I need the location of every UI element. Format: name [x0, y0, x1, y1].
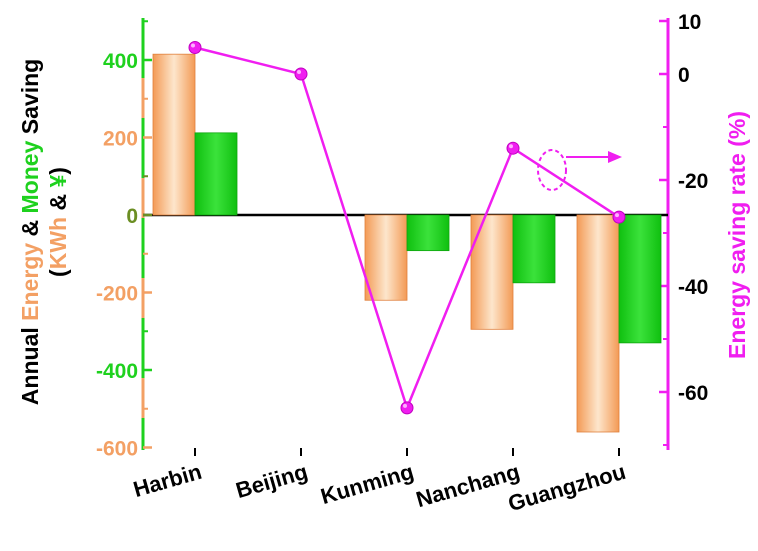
- category-label: Beijing: [233, 459, 310, 503]
- left-tick-label: 200: [103, 128, 138, 151]
- left-tick-label: 400: [103, 50, 138, 73]
- rate-point: [506, 141, 520, 155]
- left-axis-label-units: (KWh & ¥): [45, 167, 71, 277]
- money-bar: [512, 214, 556, 284]
- rate-point-highlight: [615, 213, 619, 218]
- rate-point-highlight: [191, 43, 195, 48]
- right-axis-ticks: -60 -40 -20 0 10: [659, 11, 708, 446]
- category-label: Nanchang: [413, 459, 522, 512]
- right-tick-label: 0: [678, 64, 690, 87]
- right-tick-label: 10: [678, 11, 701, 34]
- category-label: Kunming: [318, 459, 417, 509]
- rate-point: [294, 67, 308, 81]
- money-bar: [406, 214, 450, 252]
- money-bar: [618, 214, 662, 344]
- rate-point-highlight: [297, 70, 301, 74]
- annotation-ellipse: [537, 149, 567, 191]
- left-tick-label: -200: [96, 283, 138, 306]
- left-tick-label: 0: [126, 205, 138, 228]
- left-axis-label: Annual Energy & Money Saving: [17, 59, 43, 405]
- energy-bar: [470, 214, 514, 330]
- money-bar: [194, 132, 238, 216]
- right-tick-label: -20: [678, 170, 708, 193]
- rate-point: [188, 41, 202, 54]
- rate-line-series: [188, 41, 626, 415]
- right-tick-label: -40: [678, 276, 708, 299]
- right-tick-label: -60: [678, 382, 708, 405]
- energy-bar: [364, 214, 408, 301]
- energy-bar: [576, 214, 620, 433]
- rate-point: [400, 401, 414, 415]
- energy-bar: [152, 53, 196, 216]
- left-tick-label: -400: [96, 360, 138, 383]
- category-label: Guangzhou: [505, 459, 628, 516]
- left-axis-ticks: -600 -400 -200 0 200 400: [96, 20, 152, 461]
- rate-point: [612, 210, 626, 224]
- bars: [152, 53, 662, 433]
- left-tick-label: -600: [96, 438, 138, 461]
- category-ticks: [194, 448, 620, 456]
- rate-point-highlight: [509, 144, 513, 149]
- rate-point-highlight: [403, 403, 407, 408]
- category-label: Harbin: [130, 459, 204, 502]
- annotation-arrowhead: [608, 151, 622, 163]
- right-axis-label: Energy saving rate (%): [724, 111, 750, 359]
